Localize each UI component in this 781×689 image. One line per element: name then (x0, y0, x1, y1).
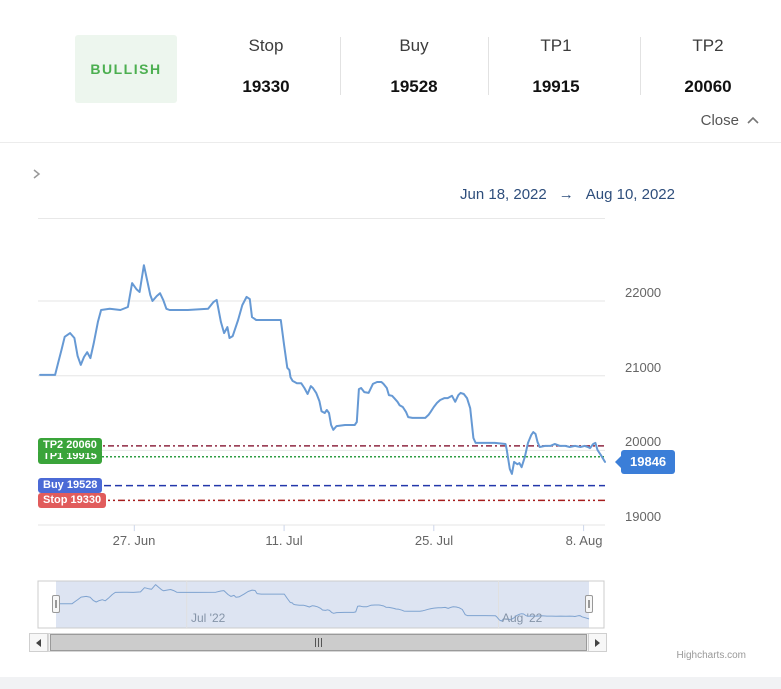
range-arrow-icon: → (558, 186, 574, 203)
navigator-handle-left[interactable] (52, 595, 60, 613)
navigator-mask[interactable] (56, 581, 589, 628)
chevron-up-icon (747, 116, 759, 124)
last-price-value: 19846 (630, 454, 667, 469)
x-axis-label: 27. Jun (112, 533, 156, 548)
navigator-series (58, 584, 590, 622)
x-axis-label: 25. Jul (414, 533, 454, 548)
arrow-right-icon (595, 638, 600, 647)
column-divider (340, 37, 341, 95)
x-axis-label: 8. Aug (565, 533, 603, 548)
navigator-label: Aug '22 (502, 611, 543, 625)
price-series (39, 264, 606, 475)
grip-icon (315, 638, 316, 647)
range-to: Aug 10, 2022 (585, 186, 675, 203)
stat-column-buy: Buy 19528 (344, 36, 484, 97)
stat-value: 20060 (684, 77, 732, 96)
stat-label: Buy (399, 36, 429, 55)
date-range-display[interactable]: Jun 18, 2022 → Aug 10, 2022 (460, 186, 675, 203)
header-divider (0, 142, 781, 143)
close-button[interactable]: Close (701, 112, 760, 129)
scrollbar-thumb[interactable] (50, 634, 587, 651)
column-divider (488, 37, 489, 95)
stat-column-stop: Stop 19330 (196, 36, 336, 97)
scrollbar-right-button[interactable] (588, 633, 607, 652)
stat-value: 19330 (242, 77, 290, 96)
y-axis-label: 22000 (625, 285, 662, 300)
stat-value: 19915 (532, 77, 580, 96)
y-axis-label: 19000 (625, 509, 662, 524)
navigator-outline (37, 580, 605, 629)
y-axis-label: 20000 (625, 434, 662, 449)
y-axis-label: 21000 (625, 360, 662, 375)
grip-icon (321, 638, 322, 647)
plotline-badge-tp2: TP2 20060 (38, 438, 102, 453)
plotline-badge-stop: Stop 19330 (38, 493, 107, 508)
stat-label: TP1 (540, 36, 572, 55)
bottom-strip (0, 677, 781, 689)
signal-badge: BULLISH (75, 35, 177, 103)
scrollbar-left-button[interactable] (29, 633, 48, 652)
chart-divider (38, 218, 605, 219)
highcharts-credit[interactable]: Highcharts.com (676, 650, 746, 661)
expand-button[interactable] (29, 167, 43, 181)
chevron-right-icon (33, 169, 41, 179)
last-price-flag: 19846 (615, 450, 676, 474)
column-divider (640, 37, 641, 95)
navigator-label: Jul '22 (191, 611, 226, 625)
x-axis-label: 11. Jul (265, 533, 303, 548)
grip-icon (318, 638, 319, 647)
stat-value: 19528 (390, 77, 438, 96)
stat-column-tp2: TP2 20060 (638, 36, 778, 97)
close-label: Close (700, 112, 739, 129)
navigator-handle-right[interactable] (585, 595, 593, 613)
stat-label: Stop (248, 36, 284, 55)
plotline-badge-buy: Buy 19528 (38, 478, 103, 493)
arrow-left-icon (36, 638, 41, 647)
stat-column-tp1: TP1 19915 (486, 36, 626, 97)
stat-label: TP2 (692, 36, 724, 55)
range-from: Jun 18, 2022 (460, 186, 547, 203)
flag-arrow (615, 456, 621, 468)
